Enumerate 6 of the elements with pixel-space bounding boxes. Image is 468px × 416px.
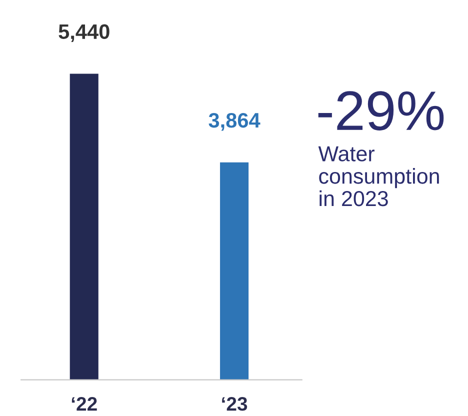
text: Water consumption in 2023 [318, 146, 439, 206]
x-tick-label: ‘22 [72, 396, 97, 411]
text: -29% [318, 91, 444, 130]
data-label: 3,864 [208, 112, 260, 131]
data-label: 5,440 [58, 24, 110, 42]
x-tick-label: ‘23 [222, 396, 248, 411]
